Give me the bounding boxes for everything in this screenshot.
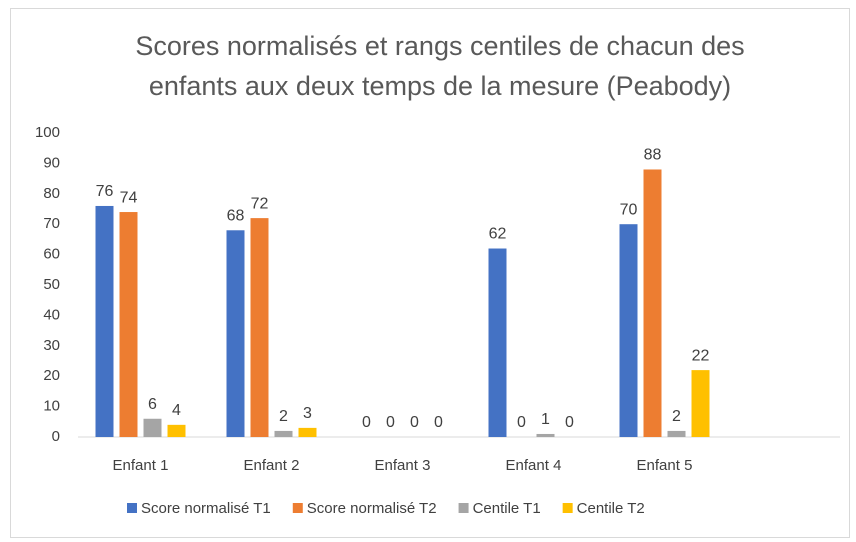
data-label: 76 xyxy=(96,183,114,200)
bar xyxy=(274,430,293,437)
bar xyxy=(298,427,317,437)
bar xyxy=(119,212,138,437)
bar xyxy=(250,218,269,437)
data-label: 70 xyxy=(620,201,638,218)
y-tick-label: 10 xyxy=(43,398,60,415)
data-label: 3 xyxy=(303,405,312,422)
x-tick-label: Enfant 3 xyxy=(375,457,431,474)
bar xyxy=(167,424,186,437)
x-tick-label: Enfant 2 xyxy=(244,457,300,474)
x-tick-label: Enfant 4 xyxy=(506,457,562,474)
legend-label: Centile T1 xyxy=(473,500,541,517)
data-label: 2 xyxy=(279,408,288,425)
legend-label: Centile T2 xyxy=(577,500,645,517)
data-label: 62 xyxy=(489,226,507,243)
bar xyxy=(226,230,245,437)
chart-title: Scores normalisés et rangs centiles de c… xyxy=(135,31,745,101)
data-label: 0 xyxy=(386,414,395,431)
data-label: 2 xyxy=(672,408,681,425)
data-label: 74 xyxy=(120,189,138,206)
y-tick-label: 90 xyxy=(43,154,60,171)
legend-swatch xyxy=(562,503,573,513)
data-label: 0 xyxy=(410,414,419,431)
bar xyxy=(691,370,710,437)
bar xyxy=(643,169,662,438)
data-label: 6 xyxy=(148,396,157,413)
y-tick-label: 60 xyxy=(43,246,60,263)
legend-label: Score normalisé T1 xyxy=(141,500,271,517)
y-tick-label: 80 xyxy=(43,185,60,202)
data-label: 88 xyxy=(644,147,662,164)
data-label: 1 xyxy=(541,411,550,428)
data-label: 0 xyxy=(565,414,574,431)
data-label: 22 xyxy=(692,347,710,364)
y-tick-label: 50 xyxy=(43,276,60,293)
data-label: 68 xyxy=(227,207,245,224)
y-tick-label: 20 xyxy=(43,367,60,384)
bar xyxy=(488,248,507,437)
data-label: 4 xyxy=(172,402,181,419)
data-label: 0 xyxy=(362,414,371,431)
y-tick-label: 100 xyxy=(35,124,60,141)
legend-swatch xyxy=(127,503,137,513)
y-tick-label: 70 xyxy=(43,215,60,232)
bar xyxy=(536,433,555,437)
legend-label: Score normalisé T2 xyxy=(307,500,437,517)
x-tick-label: Enfant 1 xyxy=(113,457,169,474)
data-label: 72 xyxy=(251,195,269,212)
bar xyxy=(143,418,162,437)
bar xyxy=(667,430,686,437)
chart-frame xyxy=(10,8,850,538)
y-tick-label: 30 xyxy=(43,337,60,354)
y-tick-label: 40 xyxy=(43,306,60,323)
bar xyxy=(619,224,638,437)
y-tick-label: 0 xyxy=(52,428,60,445)
legend-swatch xyxy=(458,503,469,513)
x-tick-label: Enfant 5 xyxy=(637,457,693,474)
data-label: 0 xyxy=(517,414,526,431)
legend-swatch xyxy=(292,503,303,513)
data-label: 0 xyxy=(434,414,443,431)
bar xyxy=(95,205,114,437)
